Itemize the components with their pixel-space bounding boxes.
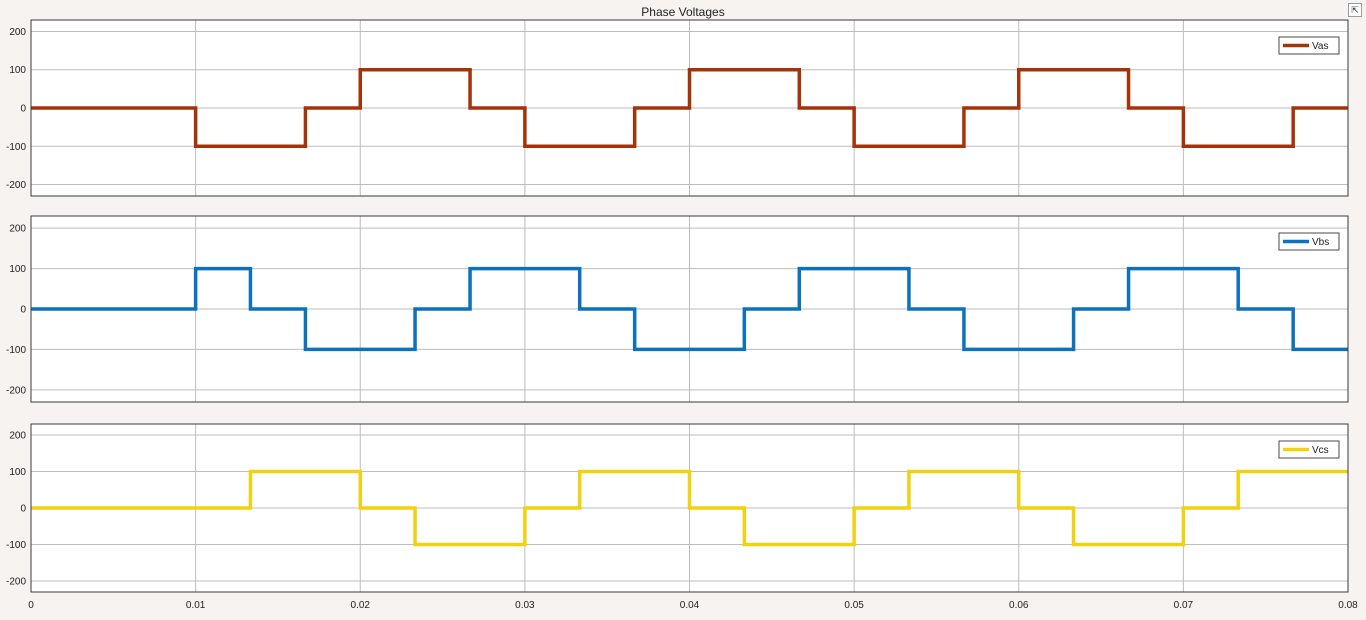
legend: Vcs [1278,440,1340,459]
x-tick-label: 0.01 [186,600,206,611]
x-tick-label: 0.08 [1338,600,1358,611]
y-tick-label: 200 [9,430,26,441]
x-tick-label: 0.04 [680,600,700,611]
y-tick-label: 100 [9,65,26,76]
scope-title-bar: Phase Voltages ⇱ [0,0,1366,22]
axes-frame [30,215,1349,403]
y-tick-label: -100 [6,540,26,551]
x-tick-label: 0.02 [351,600,371,611]
y-tick-label: -100 [6,345,26,356]
undock-button[interactable]: ⇱ [1348,3,1362,17]
series-line-vcs [31,469,1348,547]
y-tick-label: 200 [9,27,26,38]
y-tick-label: 100 [9,264,26,275]
y-tick-label: 0 [20,104,26,115]
y-tick-label: -200 [6,577,26,588]
y-tick-label: -100 [6,142,26,153]
axes-3: -200 -100 0 100 200 0 0.01 0.02 0.03 0.04 0.05 0.06… [6,423,1358,611]
y-tick-label: 0 [20,305,26,316]
x-tick-label: 0 [28,600,34,611]
y-tick-label: 200 [9,224,26,235]
legend-label: Vcs [1312,445,1329,456]
legend: Vbs [1278,232,1340,251]
x-tick-label: 0.03 [515,600,535,611]
series-line-vbs [31,266,1348,352]
x-tick-label: 0.07 [1174,600,1194,611]
axes-2: -200 -100 0 100 200 Vbs [6,215,1349,403]
y-tick-label: 0 [20,504,26,515]
legend-label: Vbs [1312,237,1329,248]
y-tick-label: 100 [9,467,26,478]
y-tick-label: -200 [6,180,26,191]
axes-1: -200 -100 0 100 200 Vas [6,19,1349,197]
legend-label: Vas [1312,41,1329,52]
chart-title: Phase Voltages [641,5,725,19]
series-line-vas [31,67,1348,149]
axes-frame [30,423,1349,593]
y-tick-label: -200 [6,385,26,396]
x-tick-label: 0.06 [1009,600,1029,611]
axes-frame [30,19,1349,197]
legend: Vas [1278,36,1340,55]
x-tick-label: 0.05 [844,600,864,611]
